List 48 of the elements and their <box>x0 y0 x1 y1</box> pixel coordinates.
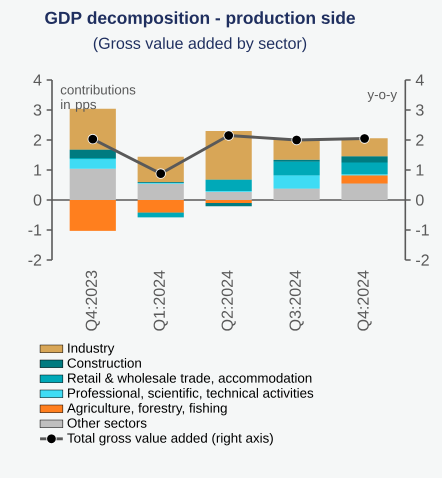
bar <box>138 200 184 213</box>
legend-label: Retail & wholesale trade, accommodation <box>68 372 312 384</box>
bar <box>341 184 388 200</box>
legend-label: Other sectors <box>68 418 146 428</box>
y2-tick-label: 1 <box>416 164 424 176</box>
y2-tick-label: 0 <box>416 194 424 206</box>
bar <box>341 156 388 162</box>
y2-axis-title: y-o-y <box>367 92 398 102</box>
bar <box>341 162 388 174</box>
chart-title: GDP decomposition - production side <box>45 11 355 28</box>
legend-label: Agriculture, forestry, fishing <box>66 402 227 416</box>
bar <box>70 168 116 200</box>
x-tick-label: Q4:2023 <box>86 270 100 331</box>
x-tick-label: Q2:2024 <box>222 270 236 331</box>
bar <box>70 200 116 231</box>
bar <box>274 188 320 200</box>
bar <box>341 175 388 184</box>
bar <box>206 200 252 203</box>
bar <box>206 203 252 206</box>
y-tick-label: 3 <box>34 104 42 116</box>
legend-label: Construction <box>68 358 141 368</box>
bar <box>138 184 184 200</box>
bar <box>274 162 320 176</box>
y2-tick-label: 2 <box>416 134 424 146</box>
bar <box>206 192 252 200</box>
y-tick-label: 0 <box>34 194 42 206</box>
bar <box>70 159 116 169</box>
bar <box>206 131 252 180</box>
legend-label: Industry <box>68 342 114 356</box>
x-tick-label: Q3:2024 <box>290 270 304 331</box>
y2-tick-label: -1 <box>416 224 429 236</box>
y2-tick-label: 4 <box>416 74 424 86</box>
y2-tick-label: -2 <box>416 254 429 266</box>
x-tick-label: Q1:2024 <box>154 270 168 331</box>
legend-label: Total gross value added (right axis) <box>67 432 273 446</box>
y-tick-label: 4 <box>33 74 42 86</box>
chart-subtitle: (Gross value added by sector) <box>94 37 306 52</box>
y-tick-label: -2 <box>28 254 42 266</box>
bar <box>274 175 320 189</box>
y2-tick-label: 3 <box>416 104 424 116</box>
x-tick-label: Q4:2024 <box>357 270 372 331</box>
bar <box>206 180 252 191</box>
bar <box>70 150 116 158</box>
y-tick-label: 1 <box>34 164 42 176</box>
y-tick-label: 2 <box>34 134 42 146</box>
y-tick-label: -1 <box>28 224 42 236</box>
legend-label: Professional, scientific, technical activities <box>68 388 314 400</box>
bar <box>138 212 184 218</box>
